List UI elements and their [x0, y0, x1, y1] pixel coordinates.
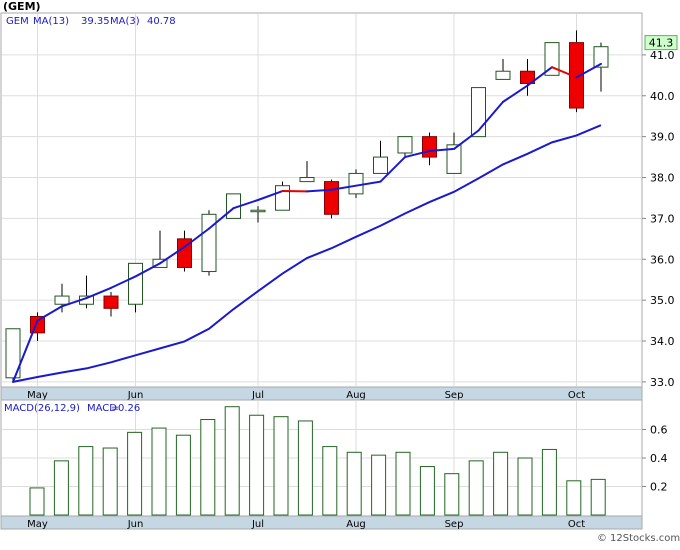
macd-bar [274, 417, 288, 515]
price-tick-label: 34.0 [650, 335, 675, 348]
candle-up [129, 263, 143, 304]
macd-month-label: Jun [127, 519, 144, 530]
candle-up [349, 173, 363, 193]
macd-bar [567, 481, 581, 515]
macd-bar [494, 452, 508, 515]
candle-up [300, 178, 314, 182]
macd-bar [201, 420, 215, 515]
macd-title: MACD(26,12,9) [4, 403, 80, 414]
macd-bar [347, 452, 361, 515]
price-tick-label: 35.0 [650, 294, 675, 307]
macd-bar [103, 448, 117, 515]
macd-legend-value: 0.26 [118, 403, 140, 414]
candle-up [202, 214, 216, 271]
price-month-label: Jun [127, 390, 144, 401]
price-tick-label: 33.0 [650, 376, 675, 389]
macd-panel: 0.2 0.4 0.6 May Jun Jul Aug Sep Oct MACD(26,12,… [1, 400, 668, 530]
macd-month-label: Oct [568, 519, 585, 530]
macd-bar [30, 488, 44, 515]
candle-down [423, 137, 437, 157]
price-month-band [1, 387, 642, 400]
price-month-label: Sep [445, 390, 464, 401]
macd-month-label: Jul [251, 519, 264, 530]
price-month-label: Jul [251, 390, 264, 401]
macd-bar [372, 455, 386, 515]
copyright-symbol: © [597, 533, 607, 544]
macd-bar [518, 458, 532, 515]
legend-ma3-value: 40.78 [147, 16, 176, 27]
macd-month-band [1, 516, 642, 529]
macd-bar [323, 447, 337, 515]
candle-up [276, 186, 290, 211]
legend-ma13-value: 39.35 [81, 16, 110, 27]
macd-bar [298, 421, 312, 515]
footer: © 12Stocks.com [597, 533, 680, 544]
candle-down [104, 296, 118, 308]
brand-label: 12Stocks.com [610, 533, 680, 544]
last-price-label: 41.3 [649, 37, 674, 50]
macd-bar [152, 428, 166, 515]
price-tick-label: 38.0 [650, 172, 675, 185]
macd-month-label: May [27, 519, 48, 530]
macd-bar [225, 407, 239, 515]
price-tick-label: 37.0 [650, 212, 675, 225]
candle-up [55, 296, 69, 304]
macd-bar [591, 479, 605, 515]
price-tick-label: 39.0 [650, 131, 675, 144]
macd-bar [176, 435, 190, 515]
macd-bar [128, 432, 142, 515]
macd-bar [469, 461, 483, 515]
price-tick-label: 41.0 [650, 49, 675, 62]
macd-bar [250, 415, 264, 515]
macd-bar [420, 467, 434, 515]
price-month-label: Aug [346, 390, 366, 401]
macd-bar [542, 449, 556, 515]
candle-up [398, 137, 412, 153]
candle-up [251, 210, 265, 212]
candle-down [325, 182, 339, 215]
price-tick-label: 36.0 [650, 253, 675, 266]
chart-title: (GEM) [3, 0, 41, 13]
macd-bar [54, 461, 68, 515]
macd-month-label: Sep [445, 519, 464, 530]
legend-ma3-label: MA(3) [110, 16, 140, 27]
macd-tick-label: 0.4 [650, 452, 668, 465]
macd-bar [445, 474, 459, 515]
price-month-label: May [27, 390, 48, 401]
candle-up [374, 157, 388, 173]
macd-tick-label: 0.2 [650, 481, 668, 494]
price-month-label: Oct [568, 390, 585, 401]
price-tick-label: 40.0 [650, 90, 675, 103]
legend-symbol: GEM [6, 16, 29, 27]
legend-ma13-label: MA(13) [33, 16, 69, 27]
macd-month-label: Aug [346, 519, 366, 530]
macd-tick-label: 0.6 [650, 424, 668, 437]
price-panel: 33.0 34.0 35.0 36.0 37.0 38.0 39.0 40.0 41.0 May… [1, 13, 677, 401]
macd-bar [79, 447, 93, 515]
macd-bar [396, 452, 410, 515]
candle-up [496, 71, 510, 79]
last-price-marker: 41.3 [645, 36, 677, 50]
